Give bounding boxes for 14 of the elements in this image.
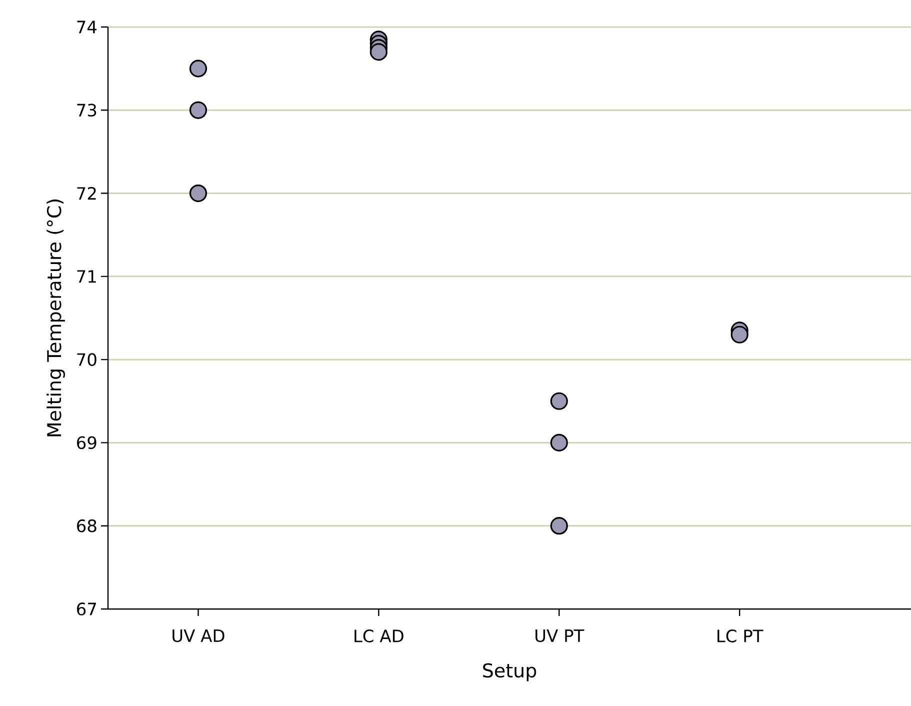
y-tick-label: 71 xyxy=(77,270,96,283)
y-tick-label: 68 xyxy=(77,519,96,532)
y-tick-label: 73 xyxy=(77,104,96,117)
x-tick-label: LC PT xyxy=(718,630,764,642)
y-axis-title: Melting Temperature (°C) xyxy=(46,200,65,436)
y-tick-label: 70 xyxy=(77,353,96,366)
y-tick-label: 69 xyxy=(77,436,96,450)
y-tick-label: 72 xyxy=(77,186,96,200)
x-tick-label: UV PT xyxy=(536,630,584,642)
y-tick-label: 74 xyxy=(77,20,97,34)
x-axis-title: Setup xyxy=(483,663,536,682)
y-tick-label: 67 xyxy=(77,602,96,616)
x-tick-label: LC AD xyxy=(354,630,404,642)
x-tick-label: UV AD xyxy=(172,630,224,642)
